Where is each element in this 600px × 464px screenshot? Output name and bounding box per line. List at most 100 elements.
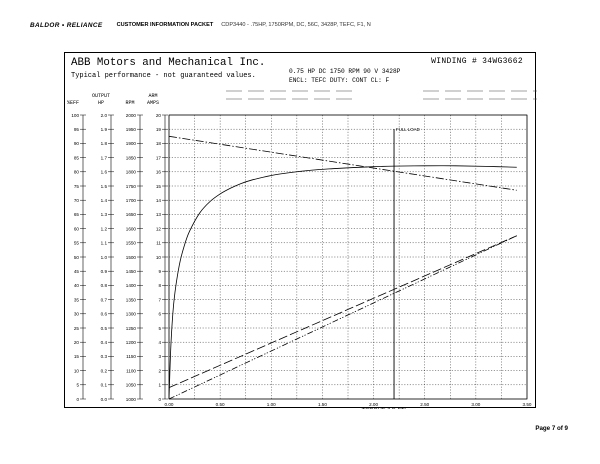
axis-tick-label: 55 — [74, 241, 80, 246]
axis-tick-label: 2000 — [126, 113, 137, 118]
axis-tick-label: 1800 — [126, 170, 137, 175]
axis-tick-label: 1.2 — [101, 226, 108, 231]
axis-tick-label: 40 — [74, 283, 80, 288]
axis-header: RPM — [125, 100, 134, 106]
axis-tick-label: 1 — [158, 383, 161, 388]
axis-tick-label: 0.7 — [101, 297, 108, 302]
axis-tick-label: 1850 — [126, 155, 137, 160]
axis-tick-label: 95 — [74, 127, 80, 132]
axis-tick-label: 1150 — [126, 354, 136, 359]
enclosure-duty: ENCL: TEFC DUTY: CONT CL: F — [289, 77, 390, 84]
brand-logo: BALDOR • RELIANCE — [30, 21, 103, 29]
performance-chart: 0510152025303540455055606570758085909510… — [67, 90, 537, 409]
axis-tick-label: 0 — [158, 397, 161, 402]
axis-tick-label: 80 — [74, 170, 80, 175]
axis-tick-label: 3 — [158, 354, 161, 359]
axis-tick-label: 1350 — [126, 297, 137, 302]
axis-tick-label: 90 — [74, 141, 80, 146]
axis-tick-label: 0 — [76, 397, 79, 402]
axis-header: OUTPUT — [92, 93, 110, 99]
axis-tick-label: 1250 — [126, 326, 137, 331]
axis-tick-label: 2.0 — [101, 113, 108, 118]
axis-tick-label: 1450 — [126, 269, 137, 274]
axis-tick-label: 1600 — [126, 226, 137, 231]
motor-rating: 0.75 HP DC 1750 RPM 90 V 3428P — [289, 68, 401, 75]
x-tick-label: 3.50 — [523, 402, 532, 407]
x-tick-label: 0.00 — [165, 402, 174, 407]
page-header: BALDOR • RELIANCE CUSTOMER INFORMATION P… — [30, 18, 590, 32]
axis-header: ARM — [148, 93, 157, 99]
axis-tick-label: 1000 — [126, 397, 137, 402]
axis-header: %EFF — [67, 100, 79, 106]
axis-tick-label: 4 — [158, 340, 161, 345]
x-tick-label: 1.00 — [267, 402, 276, 407]
axis-tick-label: 30 — [74, 312, 80, 317]
axis-tick-label: 1500 — [126, 255, 137, 260]
page-number: Page 7 of 9 — [535, 425, 568, 432]
axis-tick-label: 1550 — [126, 241, 137, 246]
axis-tick-label: 18 — [156, 141, 162, 146]
axis-tick-label: 0.6 — [101, 312, 108, 317]
axis-tick-label: 10 — [74, 368, 80, 373]
axis-tick-label: 2 — [158, 368, 161, 373]
axis-tick-label: 1900 — [126, 141, 137, 146]
axis-tick-label: 11 — [156, 241, 161, 246]
axis-tick-label: 85 — [74, 155, 80, 160]
axis-tick-label: 50 — [74, 255, 80, 260]
company-name: ABB Motors and Mechanical Inc. — [71, 57, 266, 69]
axis-tick-label: 0.3 — [101, 354, 108, 359]
axis-tick-label: 1300 — [126, 312, 137, 317]
axis-tick-label: 1100 — [126, 368, 136, 373]
axis-tick-label: 10 — [156, 255, 162, 260]
series-line — [168, 235, 517, 400]
axis-tick-label: 5 — [76, 383, 79, 388]
axis-tick-label: 1200 — [126, 340, 137, 345]
axis-tick-label: 15 — [156, 184, 162, 189]
axis-tick-label: 13 — [156, 212, 162, 217]
axis-tick-label: 1750 — [126, 184, 137, 189]
typical-performance-note: Typical performance - not guaranteed val… — [71, 72, 256, 80]
axis-tick-label: 1950 — [126, 127, 137, 132]
axis-tick-label: 0.0 — [101, 397, 108, 402]
x-tick-label: 0.50 — [216, 402, 225, 407]
product-description: CDP3440 - .75HP, 1750RPM, DC, 56C, 3428P… — [221, 22, 371, 28]
axis-tick-label: 25 — [74, 326, 80, 331]
plot-frame — [168, 114, 528, 400]
axis-tick-label: 0.9 — [101, 269, 108, 274]
axis-tick-label: 1650 — [126, 212, 137, 217]
axis-tick-label: 20 — [74, 340, 80, 345]
axis-tick-label: 75 — [74, 184, 80, 189]
axis-tick-label: 70 — [74, 198, 80, 203]
x-tick-label: 2.50 — [420, 402, 429, 407]
axis-tick-label: 12 — [156, 226, 162, 231]
axis-tick-label: 1.5 — [101, 184, 108, 189]
axis-tick-label: 17 — [156, 155, 162, 160]
axis-tick-label: 5 — [158, 326, 161, 331]
axis-tick-label: 0.8 — [101, 283, 108, 288]
series-line — [168, 135, 517, 191]
axis-tick-label: 20 — [156, 113, 162, 118]
axis-header: AMPS — [147, 100, 159, 106]
axis-tick-label: 0.1 — [101, 383, 108, 388]
series-line — [168, 235, 517, 389]
winding-number: WINDING # 34WG3662 — [431, 57, 523, 66]
axis-tick-label: 15 — [74, 354, 80, 359]
axis-tick-label: 0.2 — [101, 368, 108, 373]
axis-tick-label: 19 — [156, 127, 162, 132]
axis-tick-label: 16 — [156, 170, 162, 175]
axis-tick-label: 100 — [71, 113, 79, 118]
axis-tick-label: 65 — [74, 212, 80, 217]
axis-tick-label: 1700 — [126, 198, 137, 203]
axis-tick-label: 9 — [158, 269, 161, 274]
axis-tick-label: 14 — [156, 198, 162, 203]
x-tick-label: 3.00 — [471, 402, 480, 407]
axis-tick-label: 1.6 — [101, 170, 108, 175]
axis-tick-label: 1.9 — [101, 127, 108, 132]
axis-tick-label: 1.4 — [101, 198, 108, 203]
packet-title: CUSTOMER INFORMATION PACKET — [116, 22, 214, 28]
axis-tick-label: 60 — [74, 226, 80, 231]
performance-curve-sheet: ABB Motors and Mechanical Inc. WINDING #… — [64, 52, 537, 409]
axis-tick-label: 1400 — [126, 283, 137, 288]
axis-tick-label: 1.8 — [101, 141, 108, 146]
x-axis-title: TORQUE (LB-FT) — [362, 408, 407, 409]
